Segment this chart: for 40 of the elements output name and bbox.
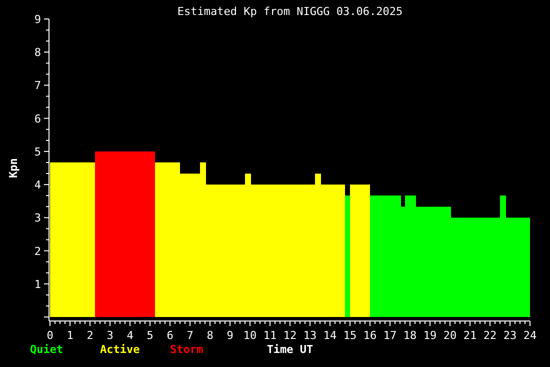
x-tick-label: 8 bbox=[206, 329, 214, 342]
x-tick-label: 18 bbox=[403, 329, 417, 342]
y-tick-label: 7 bbox=[34, 79, 41, 92]
x-tick-label: 1 bbox=[66, 329, 74, 342]
y-tick-label: 5 bbox=[34, 145, 41, 158]
x-tick-label: 14 bbox=[323, 329, 337, 342]
x-tick-label: 20 bbox=[443, 329, 457, 342]
x-tick-label: 13 bbox=[303, 329, 317, 342]
x-tick-label: 21 bbox=[463, 329, 477, 342]
y-tick-label: 3 bbox=[34, 212, 41, 225]
x-tick-label: 4 bbox=[126, 329, 134, 342]
x-tick-label: 5 bbox=[146, 329, 154, 342]
y-tick-label: 6 bbox=[34, 112, 41, 126]
x-tick-label: 15 bbox=[343, 329, 357, 342]
x-tick-label: 7 bbox=[186, 329, 194, 342]
y-tick-label: 9 bbox=[34, 13, 41, 26]
x-tick-label: 9 bbox=[226, 329, 234, 342]
y-tick-label: 2 bbox=[34, 244, 41, 258]
chart-title: Estimated Kp from NIGGG 03.06.2025 bbox=[177, 5, 403, 18]
y-axis-title: Kpn bbox=[7, 158, 20, 178]
x-tick-label: 24 bbox=[523, 329, 537, 342]
x-tick-label: 19 bbox=[423, 329, 437, 342]
x-tick-label: 12 bbox=[283, 329, 297, 342]
x-axis-title: Time UT bbox=[266, 343, 314, 356]
x-tick-label: 10 bbox=[243, 329, 257, 342]
x-tick-label: 0 bbox=[46, 329, 54, 342]
x-tick-label: 6 bbox=[166, 329, 174, 342]
text: Active bbox=[100, 343, 140, 356]
x-tick-label: 16 bbox=[363, 329, 377, 342]
x-tick-label: 22 bbox=[483, 329, 497, 342]
x-tick-label: 3 bbox=[106, 329, 114, 342]
text: Quiet bbox=[30, 343, 64, 356]
y-tick-label: 1 bbox=[34, 278, 41, 291]
x-tick-label: 11 bbox=[263, 329, 277, 342]
x-tick-label: 2 bbox=[86, 329, 94, 342]
y-tick-label: 8 bbox=[34, 46, 41, 60]
x-tick-label: 23 bbox=[503, 329, 517, 342]
text: Storm bbox=[170, 343, 204, 356]
x-tick-label: 17 bbox=[383, 329, 397, 342]
y-tick-label: 4 bbox=[34, 178, 42, 192]
